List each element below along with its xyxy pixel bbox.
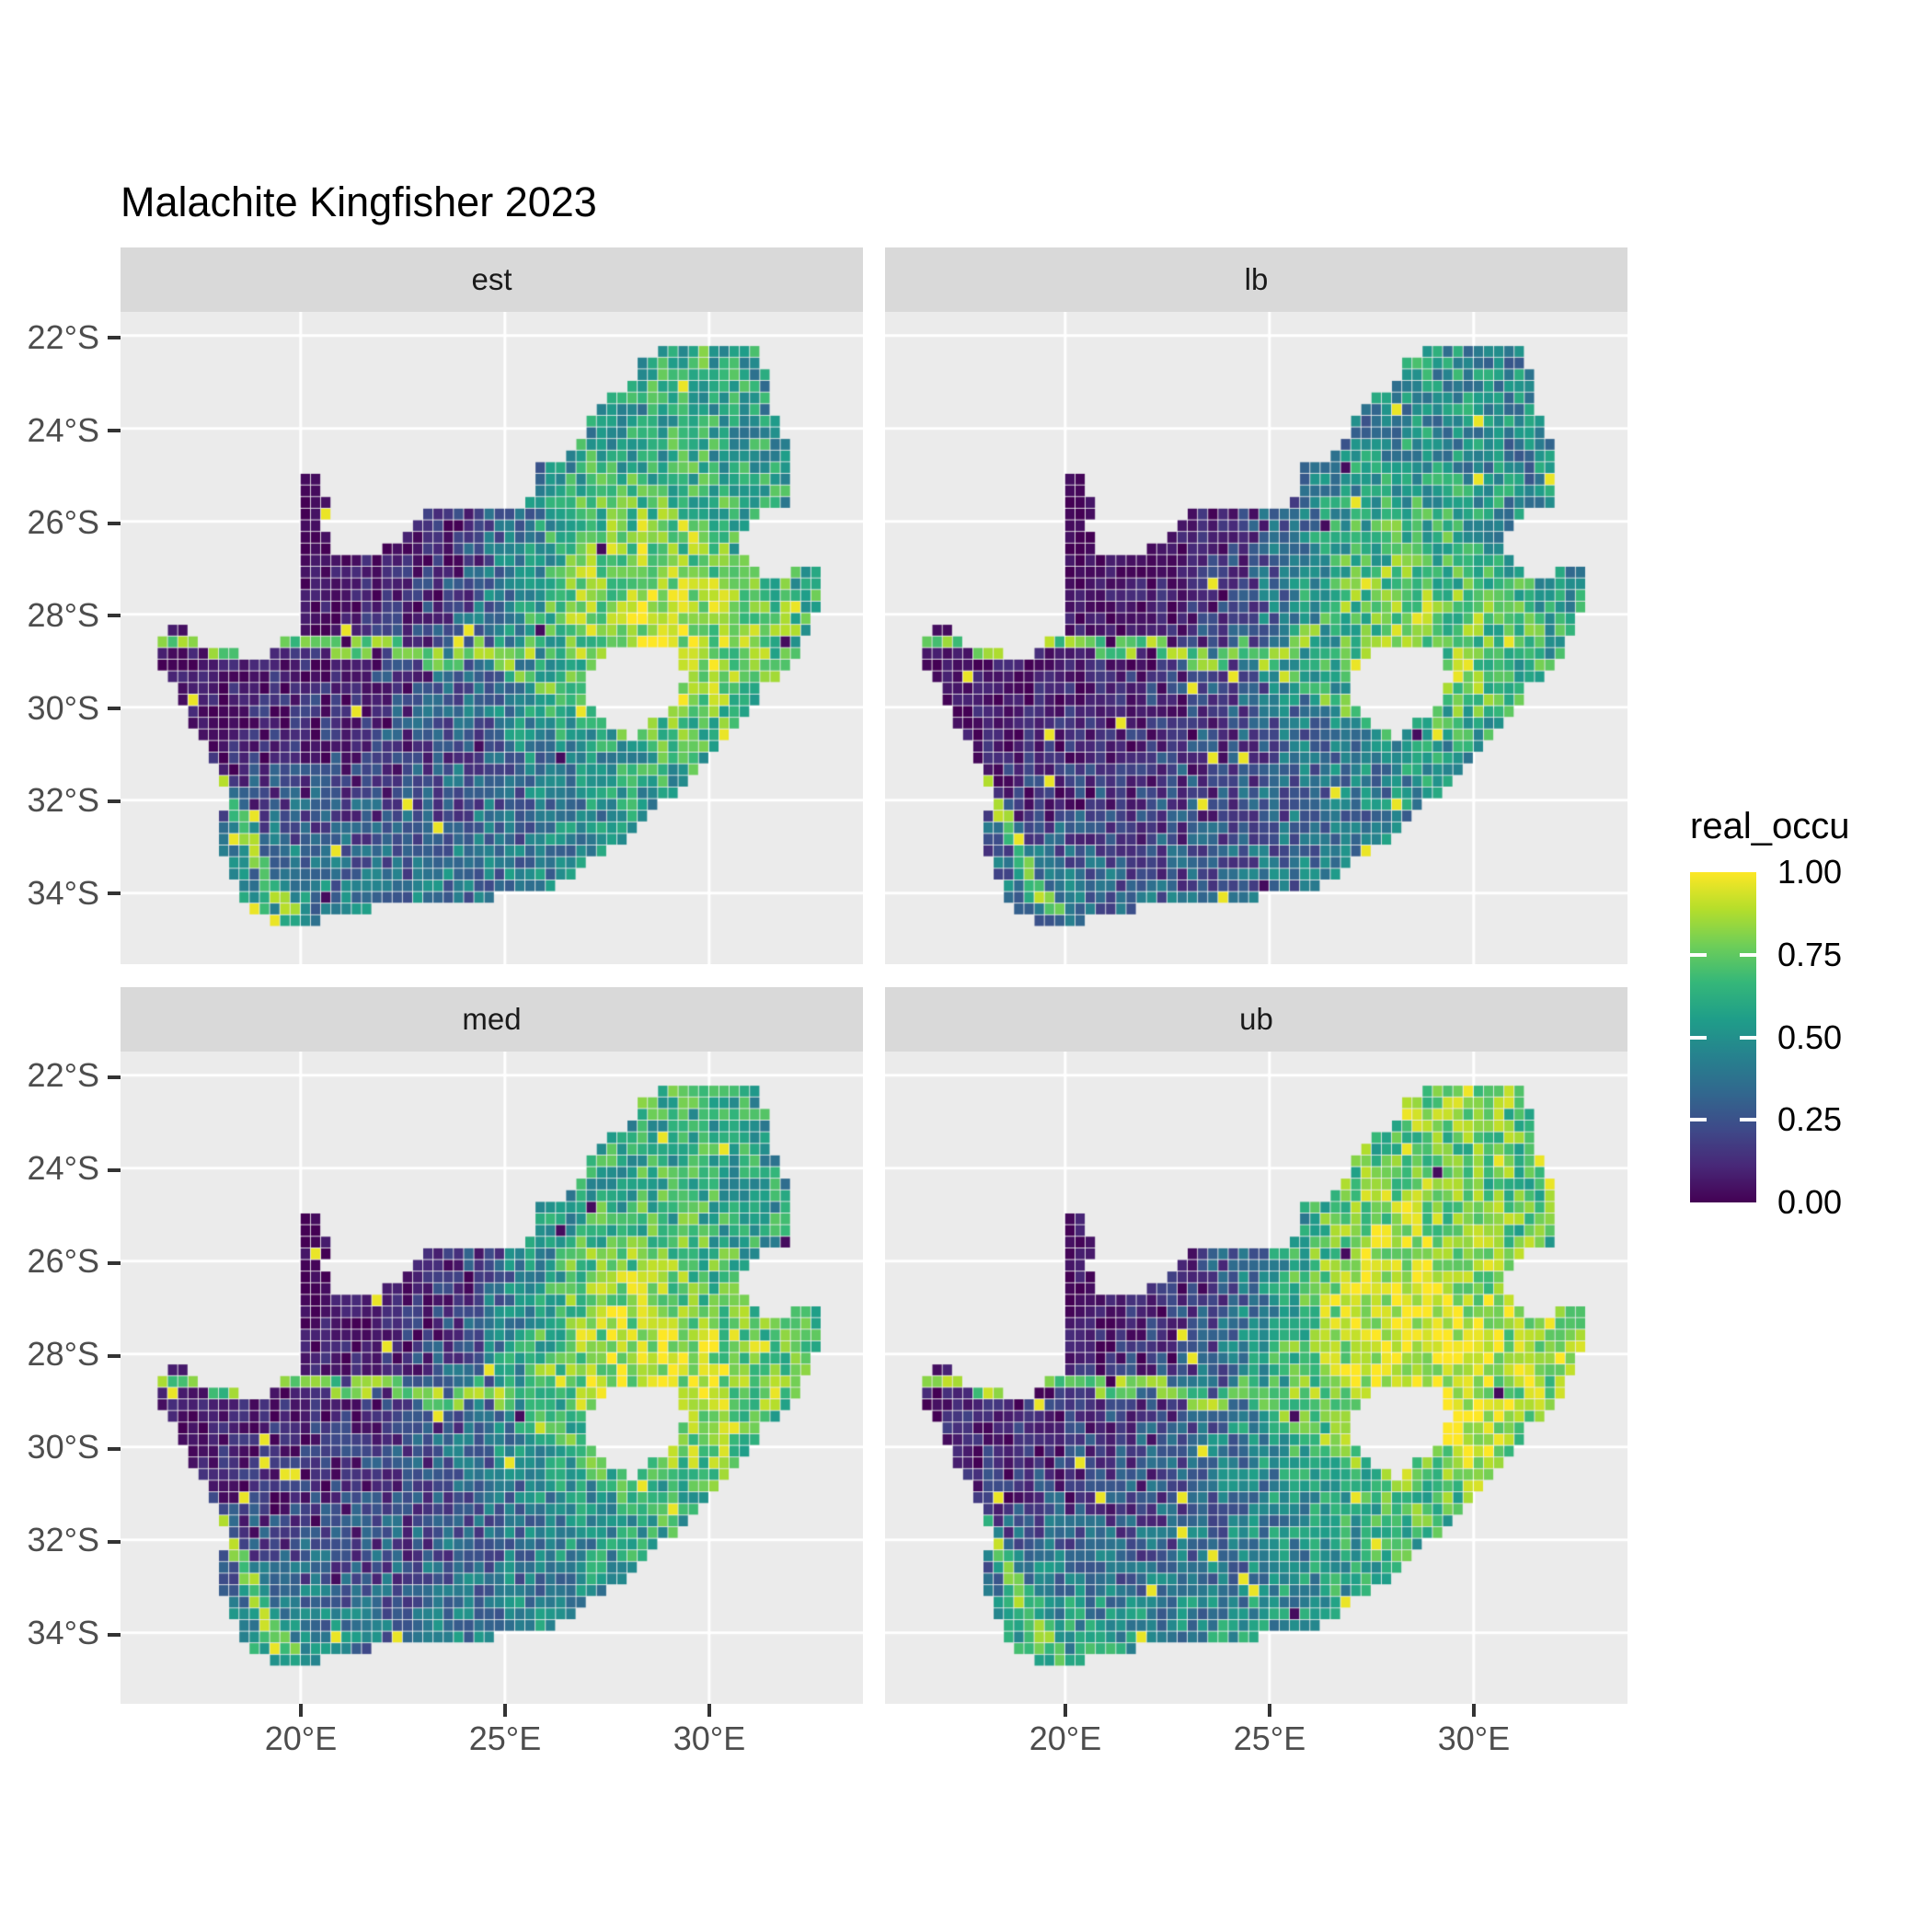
y-tick-label: 32°S: [27, 781, 99, 819]
y-axis-tick: [108, 1354, 121, 1358]
x-axis-tick: [1268, 1704, 1271, 1717]
legend-tick-label: 1.00: [1777, 853, 1843, 891]
legend-tick-label: 0.50: [1777, 1018, 1843, 1056]
x-axis-tick: [1472, 1704, 1476, 1717]
x-tick-label: 30°E: [673, 1719, 746, 1757]
x-axis-tick: [707, 1704, 711, 1717]
facet-map-med: [121, 1052, 863, 1704]
y-axis-tick: [108, 336, 121, 339]
y-axis-tick: [108, 1261, 121, 1265]
facet-strip-ub: ub: [885, 987, 1627, 1052]
legend-tick: [1690, 1118, 1707, 1122]
y-axis-tick: [108, 1168, 121, 1172]
x-axis-tick: [1064, 1704, 1067, 1717]
y-axis-tick: [108, 1447, 121, 1451]
facet-strip-label: est: [471, 262, 512, 296]
facet-map-est: [121, 312, 863, 964]
y-tick-label: 32°S: [27, 1521, 99, 1558]
y-axis-tick: [108, 891, 121, 895]
y-axis-tick: [108, 1633, 121, 1637]
y-tick-label: 34°S: [27, 874, 99, 912]
legend-tick-label: 0.75: [1777, 936, 1843, 973]
legend-tick: [1690, 1035, 1707, 1040]
legend-tick: [1740, 952, 1756, 957]
x-tick-label: 30°E: [1437, 1719, 1511, 1757]
y-tick-label: 26°S: [27, 503, 99, 541]
facet-strip-est: est: [121, 247, 863, 312]
x-axis-tick: [503, 1704, 507, 1717]
x-tick-label: 25°E: [1233, 1719, 1306, 1757]
x-axis-tick: [299, 1704, 303, 1717]
x-tick-label: 20°E: [264, 1719, 338, 1757]
y-tick-label: 30°S: [27, 1428, 99, 1466]
y-axis-tick: [108, 521, 121, 525]
y-tick-label: 28°S: [27, 596, 99, 634]
legend-title: real_occu: [1690, 806, 1850, 846]
y-axis-tick: [108, 614, 121, 617]
facet-strip-lb: lb: [885, 247, 1627, 312]
y-tick-label: 22°S: [27, 318, 99, 356]
y-axis-tick: [108, 1075, 121, 1079]
y-tick-label: 26°S: [27, 1242, 99, 1280]
y-tick-label: 24°S: [27, 1149, 99, 1187]
facet-strip-label: lb: [1244, 262, 1269, 296]
y-tick-label: 22°S: [27, 1056, 99, 1094]
legend-tick: [1740, 1118, 1756, 1122]
x-tick-label: 25°E: [468, 1719, 542, 1757]
facet-strip-label: ub: [1239, 1002, 1273, 1036]
legend-tick: [1690, 952, 1707, 957]
y-axis-tick: [108, 429, 121, 432]
legend-tick-label: 0.00: [1777, 1183, 1843, 1221]
x-tick-label: 20°E: [1029, 1719, 1102, 1757]
y-axis-tick: [108, 1540, 121, 1544]
facet-strip-med: med: [121, 987, 863, 1052]
plot-title: Malachite Kingfisher 2023: [121, 178, 597, 225]
y-axis-tick: [108, 707, 121, 710]
y-tick-label: 24°S: [27, 411, 99, 449]
y-tick-label: 28°S: [27, 1335, 99, 1373]
facet-map-lb: [885, 312, 1627, 964]
legend-tick: [1740, 1035, 1756, 1040]
legend-tick-label: 0.25: [1777, 1100, 1843, 1138]
y-axis-tick: [108, 799, 121, 803]
facet-strip-label: med: [462, 1002, 522, 1036]
y-tick-label: 34°S: [27, 1614, 99, 1651]
facet-map-ub: [885, 1052, 1627, 1704]
y-tick-label: 30°S: [27, 689, 99, 727]
